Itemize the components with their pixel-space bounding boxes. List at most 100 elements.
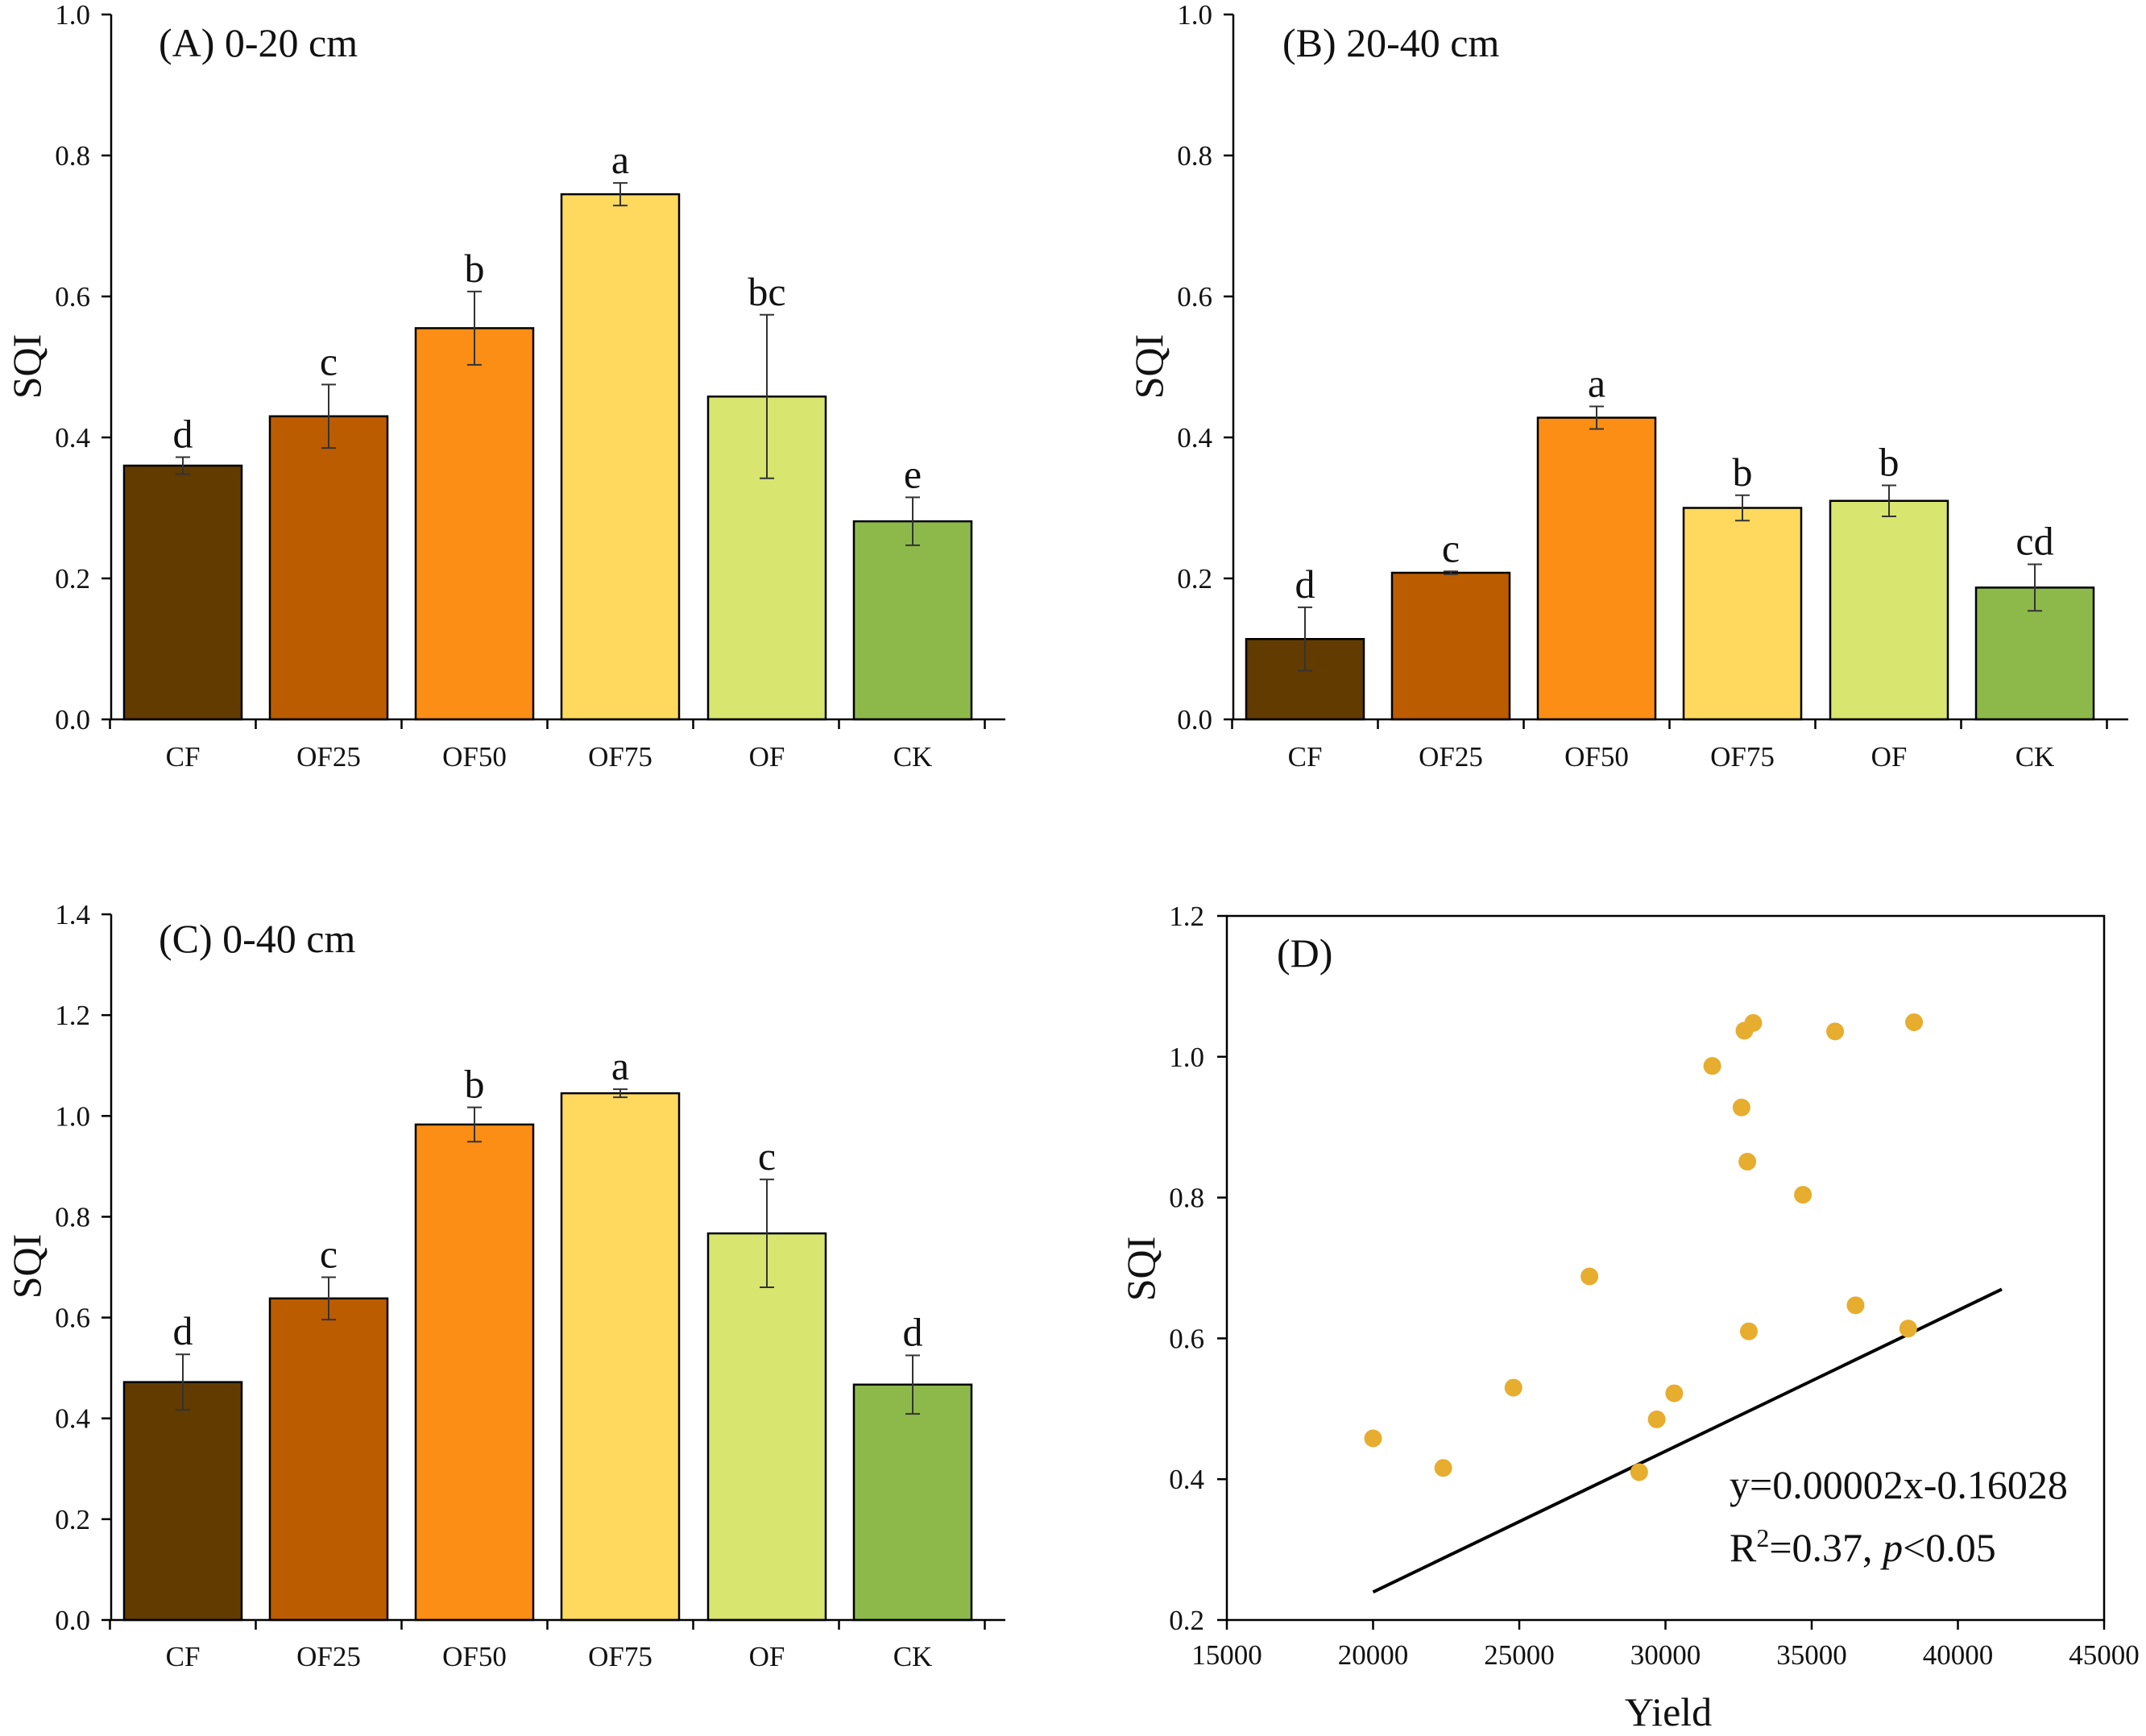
panel-c-error-bar <box>760 1179 774 1289</box>
panel-c-error-bar <box>905 1354 920 1415</box>
panel-d-ytick: 0.8 <box>1169 1183 1204 1214</box>
panel-d-point <box>1630 1463 1648 1481</box>
panel-b-ytick: 0.6 <box>1177 281 1212 313</box>
panel-d-xtick: 40000 <box>1923 1639 1994 1671</box>
panel-a-sig-letter: c <box>320 338 338 383</box>
panel-a-error-bar <box>905 496 920 546</box>
panel-d-point <box>1732 1098 1750 1117</box>
panel-a-category-label: OF75 <box>588 741 652 773</box>
panel-d-point <box>1434 1459 1452 1477</box>
panel-d-point <box>1504 1378 1522 1397</box>
panel-a-bar <box>560 193 681 721</box>
panel-a-error-bar <box>176 456 190 475</box>
panel-b-ytick: 0.2 <box>1177 563 1212 595</box>
panel-c-bar <box>852 1383 973 1622</box>
panel-c-bar <box>414 1123 535 1622</box>
panel-d-p-value: <0.05 <box>1903 1525 1996 1570</box>
panel-a-category-label: OF25 <box>296 741 361 773</box>
panel-d: (D) SQI Yield 0.2 0.4 0.6 0.8 1.0 1.2 15… <box>1118 901 2140 1734</box>
panel-c-ytick: 0.4 <box>55 1403 90 1435</box>
panel-d-point <box>1846 1296 1865 1315</box>
panel-a-sig-letter: bc <box>748 269 785 314</box>
panel-c-category-label: OF25 <box>296 1641 361 1672</box>
panel-d-equation: y=0.00002x-0.16028 <box>1730 1462 2068 1507</box>
panel-d-point <box>1738 1153 1757 1171</box>
panel-b-bar <box>1682 507 1803 721</box>
panel-a-category-label: OF <box>749 741 785 773</box>
panel-b-ytick: 0.0 <box>1177 704 1212 735</box>
panel-a-ytick: 1.0 <box>55 0 90 31</box>
panel-c-bar <box>706 1232 827 1622</box>
panel-c-sig-letter: a <box>611 1043 629 1088</box>
panel-c-category-label: OF50 <box>442 1641 507 1672</box>
panel-d-xtick: 30000 <box>1630 1639 1701 1671</box>
panel-d-point <box>1739 1322 1758 1340</box>
panel-b-ytick: 0.4 <box>1177 422 1212 454</box>
panel-c-sig-letter: d <box>173 1308 193 1353</box>
panel-a-error-bar <box>613 182 628 207</box>
panel-a-ytick: 0.4 <box>55 422 90 454</box>
panel-a-category-label: OF50 <box>442 741 507 773</box>
panel-c-ytick-labels: 0.0 0.2 0.4 0.6 0.8 1.0 1.2 1.4 <box>55 899 90 1636</box>
panel-d-points <box>1364 1013 1924 1481</box>
panel-d-xtick: 45000 <box>2069 1639 2140 1671</box>
panel-c-category-labels: CF OF25 OF50 OF75 OF CK <box>166 1641 933 1672</box>
panel-c-error-bar <box>467 1106 482 1143</box>
panel-b-ylabel: SQI <box>1126 334 1171 400</box>
panel-c-title: (C) 0-40 cm <box>159 916 355 961</box>
panel-a-bar <box>414 327 535 721</box>
panel-b-ytick: 0.8 <box>1177 140 1212 172</box>
panel-d-point <box>1744 1013 1763 1032</box>
panel-d-point <box>1899 1320 1917 1338</box>
panel-b-ytick: 1.0 <box>1177 0 1212 31</box>
panel-d-point <box>1580 1267 1599 1286</box>
panel-a-ylabel: SQI <box>4 334 49 400</box>
panel-d-xtick: 15000 <box>1191 1639 1262 1671</box>
panel-c-bar <box>560 1092 681 1622</box>
panel-b-marks <box>1245 405 2095 721</box>
panel-a-marks <box>122 182 973 721</box>
panel-c-sig-letter: b <box>465 1062 485 1107</box>
panel-a-error-bar <box>467 290 482 366</box>
panel-d-ylabel: SQI <box>1118 1237 1163 1302</box>
panel-b-category-labels: CF OF25 OF50 OF75 OF CK <box>1288 741 2055 773</box>
panel-c-error-bar <box>321 1276 336 1321</box>
panel-b-sig-letter: cd <box>2016 519 2053 564</box>
panel-b-bar <box>1829 499 1949 721</box>
panel-a-bar <box>122 464 243 721</box>
panel-a-ytick: 0.6 <box>55 281 90 313</box>
panel-c-category-label: CK <box>893 1641 933 1672</box>
panel-d-point <box>1703 1057 1721 1075</box>
panel-a-bar <box>852 520 973 721</box>
panel-d-point <box>1826 1022 1845 1041</box>
panel-b-sig-letter: b <box>1733 450 1753 495</box>
panel-b-category-label: OF50 <box>1564 741 1629 773</box>
panel-d-title: (D) <box>1277 930 1332 976</box>
panel-a-category-label: CK <box>893 741 933 773</box>
panel-d-ytick: 1.2 <box>1169 901 1204 932</box>
panel-c-significance-letters: d c b a c d <box>173 1043 923 1354</box>
panel-c-ytick: 1.2 <box>55 1000 90 1031</box>
panel-a-ytick: 0.2 <box>55 563 90 595</box>
panel-b-sig-letter: a <box>1588 361 1605 406</box>
panel-b-category-label: OF75 <box>1710 741 1775 773</box>
panel-b-error-bar <box>1882 484 1896 517</box>
panel-b-error-bar <box>1589 405 1604 430</box>
panel-c-category-label: OF <box>749 1641 785 1672</box>
panel-b-error-bar <box>2028 563 2042 612</box>
panel-b-category-label: OF25 <box>1419 741 1483 773</box>
panel-d-frame <box>1225 914 2106 1622</box>
panel-d-p-label: p <box>1880 1525 1903 1570</box>
panel-d-ytick: 0.4 <box>1169 1464 1204 1495</box>
panel-b-bar <box>1536 416 1657 721</box>
panel-d-ytick: 0.6 <box>1169 1323 1204 1354</box>
panel-c: (C) 0-40 cm SQI 0.0 0.2 0.4 0.6 0.8 1.0 … <box>4 899 1005 1672</box>
panel-a-title: (A) 0-20 cm <box>159 20 358 65</box>
panel-c-error-bar <box>176 1353 190 1411</box>
panel-b-sig-letter: c <box>1442 525 1460 570</box>
panel-b-error-bar <box>1298 606 1312 672</box>
panel-d-ytick: 0.2 <box>1169 1605 1204 1636</box>
panel-d-xtick: 20000 <box>1338 1639 1409 1671</box>
panel-a: (A) 0-20 cm SQI 0.0 0.2 0.4 0.6 0.8 1.0 … <box>4 0 1005 773</box>
panel-d-r2-value: =0.37, <box>1769 1525 1883 1570</box>
